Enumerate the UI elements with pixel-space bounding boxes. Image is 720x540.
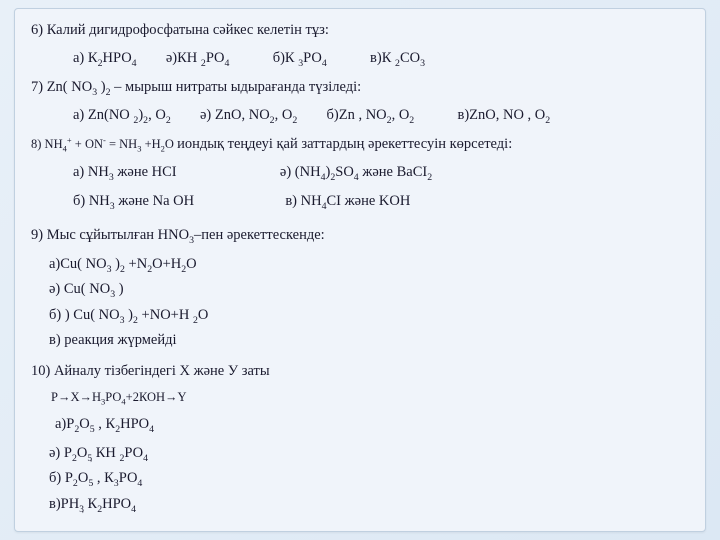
q9-opt-b: б) ) Сu( NО3 )2 +NО+Н 2О <box>31 304 689 326</box>
q9-opt-v: в) реакция жүрмейді <box>31 329 689 351</box>
q9-opt-a: а)Сu( NО3 )2 +N2O+Н2О <box>31 253 689 275</box>
q10-opt-ae: ә) Р2О5, КН 2РО4 <box>31 442 689 464</box>
q8-prompt: 8) NH4+ + ON- = NH3 +H2O иондық теңдеуі … <box>31 133 689 155</box>
q8-options-row1: а) NН3 және НСІ ә) (NН4)2SO4 және BaCI2 <box>31 161 689 183</box>
q10-opt-b: б) Р2О5 , К3РО4 <box>31 467 689 489</box>
q6-prompt: 6) Калий дигидрофосфатына сәйкес келетін… <box>31 19 689 41</box>
q10-opt-a: а)Р2О5 , К2HPО4 <box>31 413 689 435</box>
q8-options-row2: б) NН3 және Na OH в) NН4CI және KOH <box>31 190 689 212</box>
q6-text: 6) Калий дигидрофосфатына сәйкес келетін… <box>31 22 329 38</box>
q6-options: а) К2НРО4 ә)КН 2РО4 б)К 3РО4 в)К 2СО3 <box>31 47 689 69</box>
q7-prompt: 7) Zn( NO3 )2 – мырыш нитраты ыдырағанда… <box>31 76 689 98</box>
q7-options: а) Zn(NO 2)2, О2 ә) ZnO, NO2, О2 б)Zn , … <box>31 104 689 126</box>
q9-prompt: 9) Мыс сұйытылған НNО3–пен әрекеттескенд… <box>31 224 689 246</box>
q9-opt-ae: ә) Сu( NО3 ) <box>31 278 689 300</box>
document-panel: 6) Калий дигидрофосфатына сәйкес келетін… <box>14 8 706 532</box>
q10-chain: Р→Х→Н3РО4+2КОН→Ү <box>31 388 689 407</box>
q10-opt-v: в)РН3, К2HPО4 <box>31 493 689 515</box>
q10-prompt: 10) Айналу тізбегіндегі Х және У заты <box>31 360 689 382</box>
